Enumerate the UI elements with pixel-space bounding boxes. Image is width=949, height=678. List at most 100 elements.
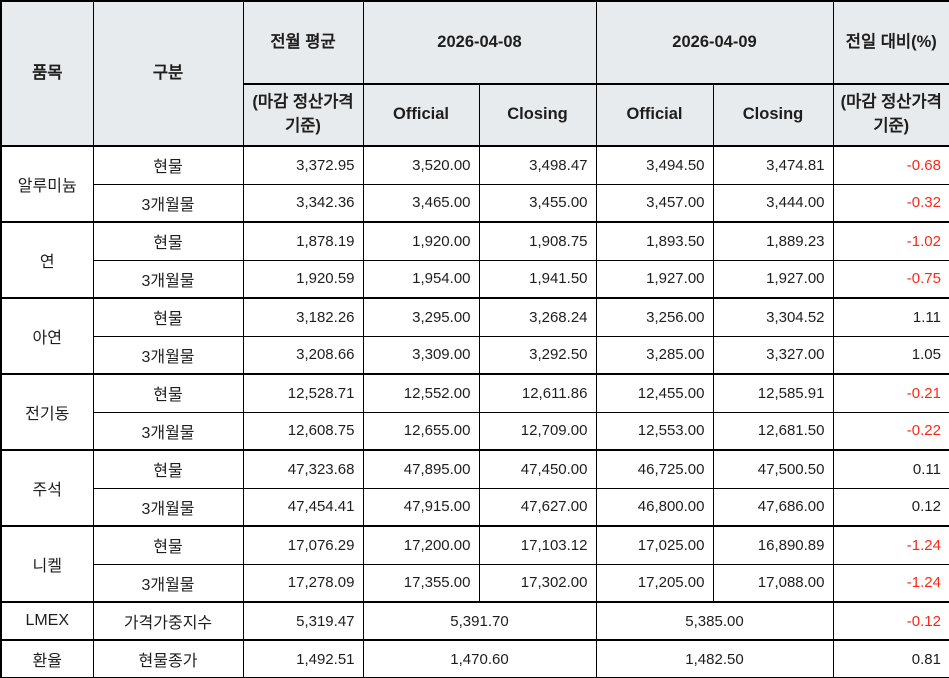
item-cell: 아연: [0, 297, 94, 375]
value-cell: 1,927.00: [712, 259, 834, 299]
value-cell: 12,528.71: [242, 373, 364, 413]
value-cell: 3,465.00: [362, 183, 480, 223]
value-cell: 47,454.41: [242, 487, 364, 527]
value-cell: 3,295.00: [362, 297, 480, 337]
category-cell: 현물: [92, 449, 244, 489]
value-cell: 3,444.00: [712, 183, 834, 223]
value-cell: 47,686.00: [712, 487, 834, 527]
subheader-closing-d2: Closing: [712, 83, 834, 147]
merged-value-cell: 5,385.00: [595, 601, 834, 641]
category-cell: 3개월물: [92, 411, 244, 451]
group-tin: 주석 현물 47,323.68 47,895.00 47,450.00 46,7…: [0, 449, 949, 527]
subheader-prev-avg-basis: (마감 정산가격 기준): [242, 83, 364, 147]
item-cell: 주석: [0, 449, 94, 527]
value-cell: 3,457.00: [595, 183, 714, 223]
category-cell: 현물: [92, 297, 244, 337]
table-row: 니켈 현물 17,076.29 17,200.00 17,103.12 17,0…: [0, 525, 949, 603]
category-cell: 현물종가: [92, 639, 244, 678]
category-cell: 가격가중지수: [92, 601, 244, 641]
value-cell: 17,088.00: [712, 563, 834, 603]
value-cell: 3,474.81: [712, 145, 834, 185]
group-lead: 연 현물 1,878.19 1,920.00 1,908.75 1,893.50…: [0, 221, 949, 299]
row-exchange-rate: 환율 현물종가 1,492.51 1,470.60 1,482.50 0.81: [0, 639, 949, 678]
table-row: 알루미늄 현물 3,372.95 3,520.00 3,498.47 3,494…: [0, 145, 949, 223]
row-lmex: LMEX 가격가중지수 5,319.47 5,391.70 5,385.00 -…: [0, 601, 949, 641]
subheader-closing-d1: Closing: [478, 83, 597, 147]
value-cell: 12,611.86: [478, 373, 597, 413]
value-cell: 47,450.00: [478, 449, 597, 489]
value-cell: 3,292.50: [478, 335, 597, 375]
subheader-change-basis: (마감 정산가격 기준): [832, 83, 949, 147]
value-cell: 3,208.66: [242, 335, 364, 375]
category-cell: 3개월물: [92, 259, 244, 299]
value-cell: 12,455.00: [595, 373, 714, 413]
value-cell: 1,908.75: [478, 221, 597, 261]
value-cell: 1,492.51: [242, 639, 364, 678]
change-cell: 0.81: [832, 639, 949, 678]
table-row: 환율 현물종가 1,492.51 1,470.60 1,482.50 0.81: [0, 639, 949, 678]
table-row: 3개월물 17,278.09 17,355.00 17,302.00 17,20…: [1, 563, 949, 603]
value-cell: 3,455.00: [478, 183, 597, 223]
value-cell: 12,655.00: [362, 411, 480, 451]
item-cell: 환율: [0, 639, 94, 678]
item-cell: LMEX: [0, 601, 94, 641]
value-cell: 3,498.47: [478, 145, 597, 185]
value-cell: 17,200.00: [362, 525, 480, 565]
subheader-official-d1: Official: [362, 83, 480, 147]
table-row: 연 현물 1,878.19 1,920.00 1,908.75 1,893.50…: [0, 221, 949, 299]
value-cell: 3,327.00: [712, 335, 834, 375]
value-cell: 17,355.00: [362, 563, 480, 603]
value-cell: 47,500.50: [712, 449, 834, 489]
group-zinc: 아연 현물 3,182.26 3,295.00 3,268.24 3,256.0…: [0, 297, 949, 375]
category-cell: 3개월물: [92, 563, 244, 603]
value-cell: 17,103.12: [478, 525, 597, 565]
value-cell: 12,709.00: [478, 411, 597, 451]
item-cell: 알루미늄: [0, 145, 94, 223]
category-cell: 현물: [92, 221, 244, 261]
category-cell: 현물: [92, 145, 244, 185]
change-cell: -1.24: [832, 563, 949, 603]
value-cell: 17,025.00: [595, 525, 714, 565]
item-cell: 니켈: [0, 525, 94, 603]
header-item: 품목: [0, 0, 94, 147]
value-cell: 12,553.00: [595, 411, 714, 451]
value-cell: 3,182.26: [242, 297, 364, 337]
category-cell: 3개월물: [92, 335, 244, 375]
category-cell: 현물: [92, 525, 244, 565]
change-cell: 1.05: [832, 335, 949, 375]
value-cell: 47,627.00: [478, 487, 597, 527]
change-cell: 0.12: [832, 487, 949, 527]
value-cell: 12,681.50: [712, 411, 834, 451]
change-cell: -1.24: [832, 525, 949, 565]
change-cell: -1.02: [832, 221, 949, 261]
value-cell: 47,895.00: [362, 449, 480, 489]
value-cell: 47,323.68: [242, 449, 364, 489]
header-category: 구분: [92, 0, 244, 147]
value-cell: 5,319.47: [242, 601, 364, 641]
value-cell: 17,278.09: [242, 563, 364, 603]
table-row: 3개월물 1,920.59 1,954.00 1,941.50 1,927.00…: [1, 259, 949, 299]
value-cell: 16,890.89: [712, 525, 834, 565]
value-cell: 1,878.19: [242, 221, 364, 261]
table-row: 3개월물 3,208.66 3,309.00 3,292.50 3,285.00…: [1, 335, 949, 375]
value-cell: 3,494.50: [595, 145, 714, 185]
value-cell: 46,725.00: [595, 449, 714, 489]
table-row: 아연 현물 3,182.26 3,295.00 3,268.24 3,256.0…: [0, 297, 949, 375]
change-cell: -0.21: [832, 373, 949, 413]
table-row: 3개월물 12,608.75 12,655.00 12,709.00 12,55…: [1, 411, 949, 451]
value-cell: 17,076.29: [242, 525, 364, 565]
value-cell: 47,915.00: [362, 487, 480, 527]
value-cell: 17,302.00: [478, 563, 597, 603]
value-cell: 46,800.00: [595, 487, 714, 527]
item-cell: 연: [0, 221, 94, 299]
group-nickel: 니켈 현물 17,076.29 17,200.00 17,103.12 17,0…: [0, 525, 949, 603]
value-cell: 17,205.00: [595, 563, 714, 603]
item-cell: 전기동: [0, 373, 94, 451]
value-cell: 3,372.95: [242, 145, 364, 185]
value-cell: 3,256.00: [595, 297, 714, 337]
category-cell: 3개월물: [92, 183, 244, 223]
merged-value-cell: 1,470.60: [362, 639, 597, 678]
value-cell: 1,889.23: [712, 221, 834, 261]
value-cell: 1,920.59: [242, 259, 364, 299]
